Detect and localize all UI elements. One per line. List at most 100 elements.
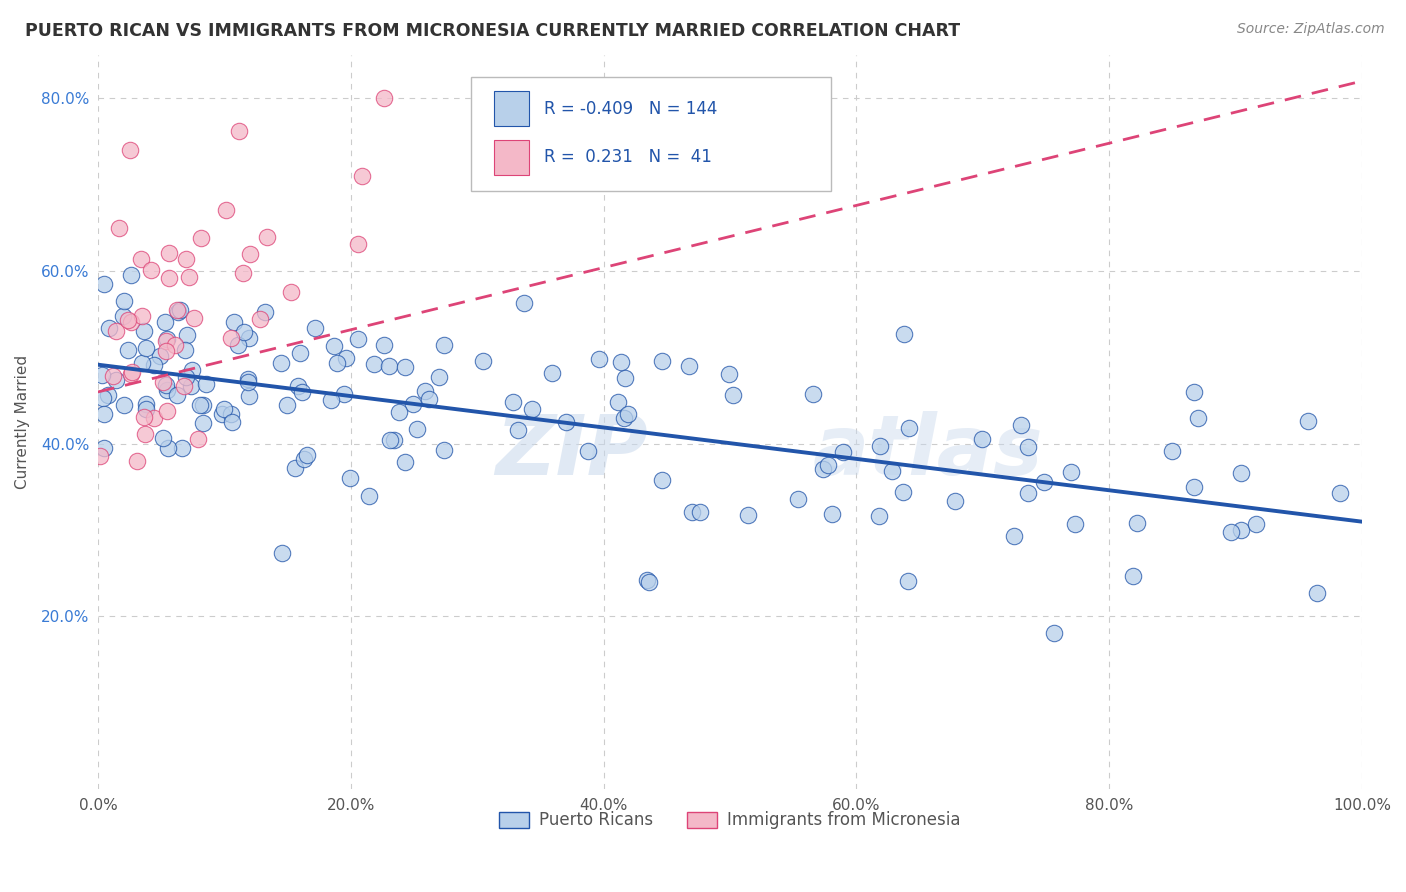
- Point: [811, 462, 834, 476]
- Text: R = -0.409   N = 144: R = -0.409 N = 144: [544, 100, 717, 118]
- Point: [149, 349, 172, 363]
- Point: [155, 334, 177, 348]
- Point: [1043, 626, 1066, 640]
- Point: [1017, 441, 1039, 455]
- Point: [898, 421, 921, 435]
- Point: [131, 309, 153, 323]
- Point: [117, 343, 139, 358]
- Point: [238, 389, 260, 403]
- Point: [155, 344, 177, 359]
- Point: [173, 379, 195, 393]
- Point: [211, 407, 233, 421]
- Point: [190, 398, 212, 412]
- Point: [111, 310, 134, 324]
- Point: [413, 384, 436, 398]
- Point: [373, 338, 395, 352]
- Legend: Puerto Ricans, Immigrants from Micronesia: Puerto Ricans, Immigrants from Micronesi…: [494, 805, 967, 836]
- Point: [1229, 523, 1251, 537]
- Point: [141, 262, 163, 277]
- Point: [239, 246, 262, 260]
- Point: [108, 220, 131, 235]
- Point: [271, 546, 294, 560]
- Point: [238, 375, 260, 389]
- Point: [131, 355, 153, 369]
- Point: [215, 203, 238, 218]
- Point: [132, 410, 155, 425]
- Point: [167, 304, 190, 318]
- Point: [287, 379, 309, 393]
- Point: [169, 303, 191, 318]
- Point: [249, 311, 271, 326]
- Point: [323, 339, 346, 353]
- Point: [609, 354, 631, 368]
- Point: [212, 402, 235, 417]
- Point: [721, 388, 744, 402]
- Point: [152, 375, 174, 389]
- Text: PUERTO RICAN VS IMMIGRANTS FROM MICRONESIA CURRENTLY MARRIED CORRELATION CHART: PUERTO RICAN VS IMMIGRANTS FROM MICRONES…: [25, 22, 960, 40]
- Point: [226, 337, 249, 351]
- Point: [179, 269, 201, 284]
- Point: [636, 573, 658, 587]
- Point: [402, 396, 425, 410]
- Point: [617, 407, 640, 421]
- Point: [89, 449, 111, 463]
- Point: [326, 356, 349, 370]
- Text: Source: ZipAtlas.com: Source: ZipAtlas.com: [1237, 22, 1385, 37]
- Point: [638, 575, 661, 590]
- Point: [333, 386, 356, 401]
- Point: [1296, 414, 1319, 428]
- Point: [1017, 486, 1039, 500]
- Point: [174, 343, 197, 358]
- Point: [120, 268, 142, 282]
- Point: [176, 328, 198, 343]
- Point: [93, 442, 115, 456]
- Point: [166, 303, 188, 318]
- Point: [433, 338, 456, 352]
- Point: [157, 270, 180, 285]
- FancyBboxPatch shape: [471, 78, 831, 191]
- Point: [135, 396, 157, 410]
- Point: [238, 371, 260, 385]
- Point: [93, 407, 115, 421]
- Point: [335, 351, 357, 365]
- Point: [152, 431, 174, 445]
- Point: [142, 358, 165, 372]
- Point: [319, 392, 342, 407]
- Point: [718, 368, 741, 382]
- Point: [97, 321, 120, 335]
- Point: [1060, 465, 1083, 479]
- Point: [502, 395, 524, 409]
- Point: [228, 123, 250, 137]
- Point: [787, 492, 810, 507]
- Point: [194, 376, 217, 391]
- Point: [238, 330, 260, 344]
- Point: [1160, 444, 1182, 458]
- Point: [678, 359, 700, 374]
- Point: [1126, 516, 1149, 530]
- FancyBboxPatch shape: [494, 91, 529, 127]
- Point: [893, 327, 915, 342]
- Point: [832, 445, 855, 459]
- Point: [135, 401, 157, 416]
- Point: [394, 360, 416, 375]
- Point: [433, 442, 456, 457]
- Point: [588, 351, 610, 366]
- Point: [304, 321, 326, 335]
- Point: [613, 410, 636, 425]
- Point: [540, 366, 562, 380]
- Point: [651, 473, 673, 487]
- Point: [290, 346, 312, 360]
- Point: [155, 378, 177, 392]
- Point: [156, 332, 179, 346]
- Point: [1187, 410, 1209, 425]
- Point: [382, 434, 405, 448]
- Point: [129, 252, 152, 266]
- Point: [506, 423, 529, 437]
- Point: [166, 388, 188, 402]
- Point: [378, 434, 401, 448]
- Point: [134, 426, 156, 441]
- Point: [297, 449, 319, 463]
- Point: [576, 444, 599, 458]
- Point: [155, 404, 177, 418]
- Point: [893, 485, 915, 500]
